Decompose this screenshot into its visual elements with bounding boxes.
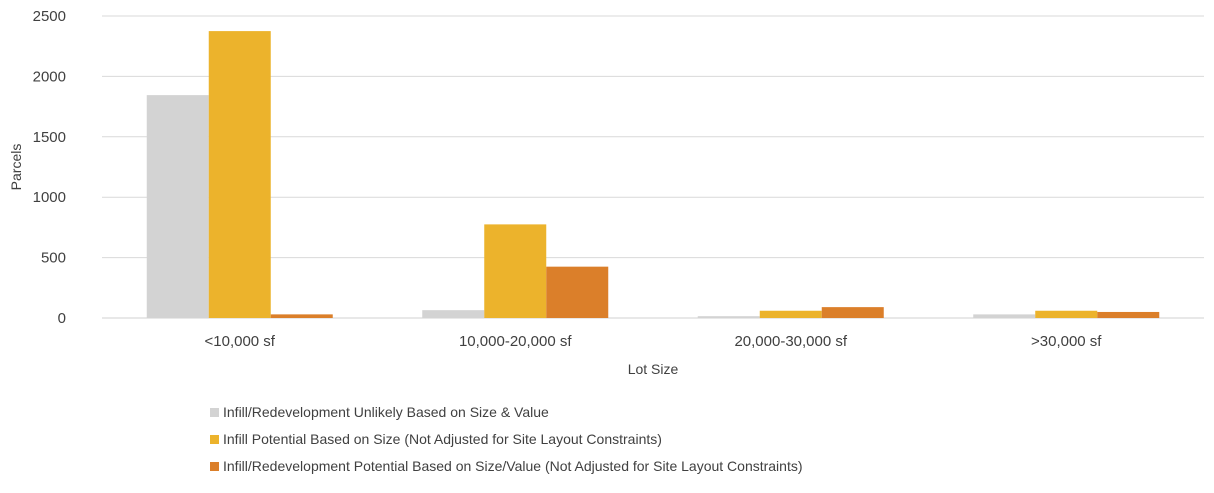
- bar: [697, 316, 760, 318]
- bar: [146, 95, 209, 319]
- x-tick-label: >30,000 sf: [1031, 333, 1102, 350]
- legend: Infill/Redevelopment Unlikely Based on S…: [210, 404, 803, 474]
- y-tick-label: 1000: [33, 189, 66, 206]
- bar: [759, 310, 822, 318]
- bar: [546, 266, 609, 318]
- legend-swatch: [210, 408, 219, 417]
- legend-entry: Infill/Redevelopment Potential Based on …: [223, 458, 803, 474]
- legend-swatch: [210, 462, 219, 471]
- legend-entry: Infill/Redevelopment Unlikely Based on S…: [223, 404, 549, 420]
- y-tick-label: 2500: [33, 8, 66, 25]
- x-axis-ticks: <10,000 sf 10,000-20,000 sf 20,000-30,000 …: [205, 333, 1103, 350]
- y-tick-label: 1500: [33, 129, 66, 146]
- bar: [208, 31, 271, 318]
- x-tick-label: <10,000 sf: [205, 333, 276, 350]
- bars: [146, 31, 1160, 319]
- legend-entry: Infill Potential Based on Size (Not Adju…: [223, 431, 662, 447]
- bar: [1035, 310, 1098, 318]
- bar: [821, 307, 884, 318]
- bar: [270, 314, 333, 318]
- x-tick-label: 10,000-20,000 sf: [459, 333, 572, 350]
- x-axis-title: Lot Size: [628, 361, 679, 377]
- x-tick-label: 20,000-30,000 sf: [734, 333, 847, 350]
- bar: [422, 310, 485, 318]
- y-tick-label: 2000: [33, 68, 66, 85]
- y-tick-label: 500: [41, 250, 66, 267]
- legend-swatch: [210, 435, 219, 444]
- bar: [1097, 311, 1160, 318]
- y-axis-title: Parcels: [8, 144, 24, 191]
- bar: [484, 224, 547, 318]
- y-axis-ticks: 0 500 1000 1500 2000 2500: [33, 8, 66, 327]
- y-tick-label: 0: [58, 310, 66, 327]
- bar: [973, 314, 1036, 318]
